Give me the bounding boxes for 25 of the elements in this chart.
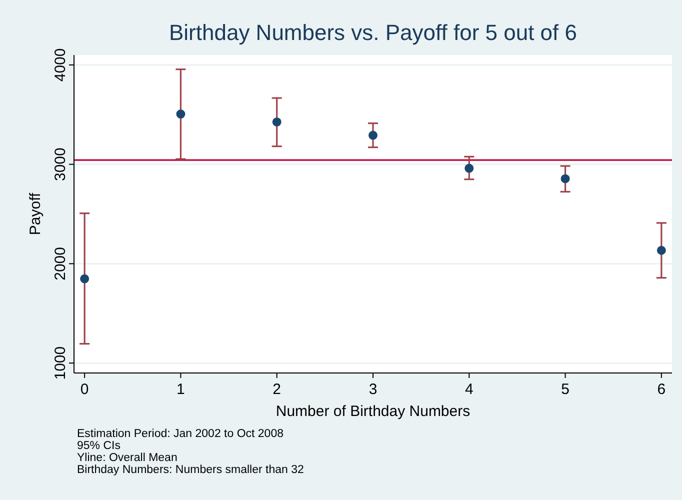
- y-tick-label: 2000: [52, 247, 69, 280]
- x-tick-label: 0: [80, 381, 89, 398]
- x-tick-label: 4: [464, 381, 474, 398]
- chart-title: Birthday Numbers vs. Payoff for 5 out of 6: [168, 20, 578, 45]
- x-tick-label: 6: [657, 381, 666, 398]
- x-axis-title: Number of Birthday Numbers: [276, 403, 470, 420]
- text: Yline: Overall Mean: [77, 452, 178, 464]
- text: Birthday Numbers: Numbers smaller than 32: [77, 464, 304, 476]
- point: [464, 164, 474, 173]
- x-tick-label: 1: [176, 381, 185, 398]
- y-tick-label: 1000: [52, 346, 69, 380]
- y-tick-label: 4000: [52, 48, 69, 82]
- point: [80, 274, 90, 284]
- y-axis-title: Payoff: [27, 192, 44, 236]
- x-tick-label: 2: [272, 381, 282, 398]
- x-tick-label: 5: [561, 381, 570, 398]
- point: [656, 246, 666, 255]
- point: [176, 110, 186, 119]
- text: 95% CIs: [77, 440, 121, 452]
- point: [560, 174, 570, 184]
- point: [272, 117, 282, 126]
- x-tick-label: 3: [368, 381, 378, 398]
- text: Estimation Period: Jan 2002 to Oct 2008: [77, 428, 284, 440]
- point: [368, 130, 378, 140]
- y-tick-label: 3000: [52, 148, 69, 181]
